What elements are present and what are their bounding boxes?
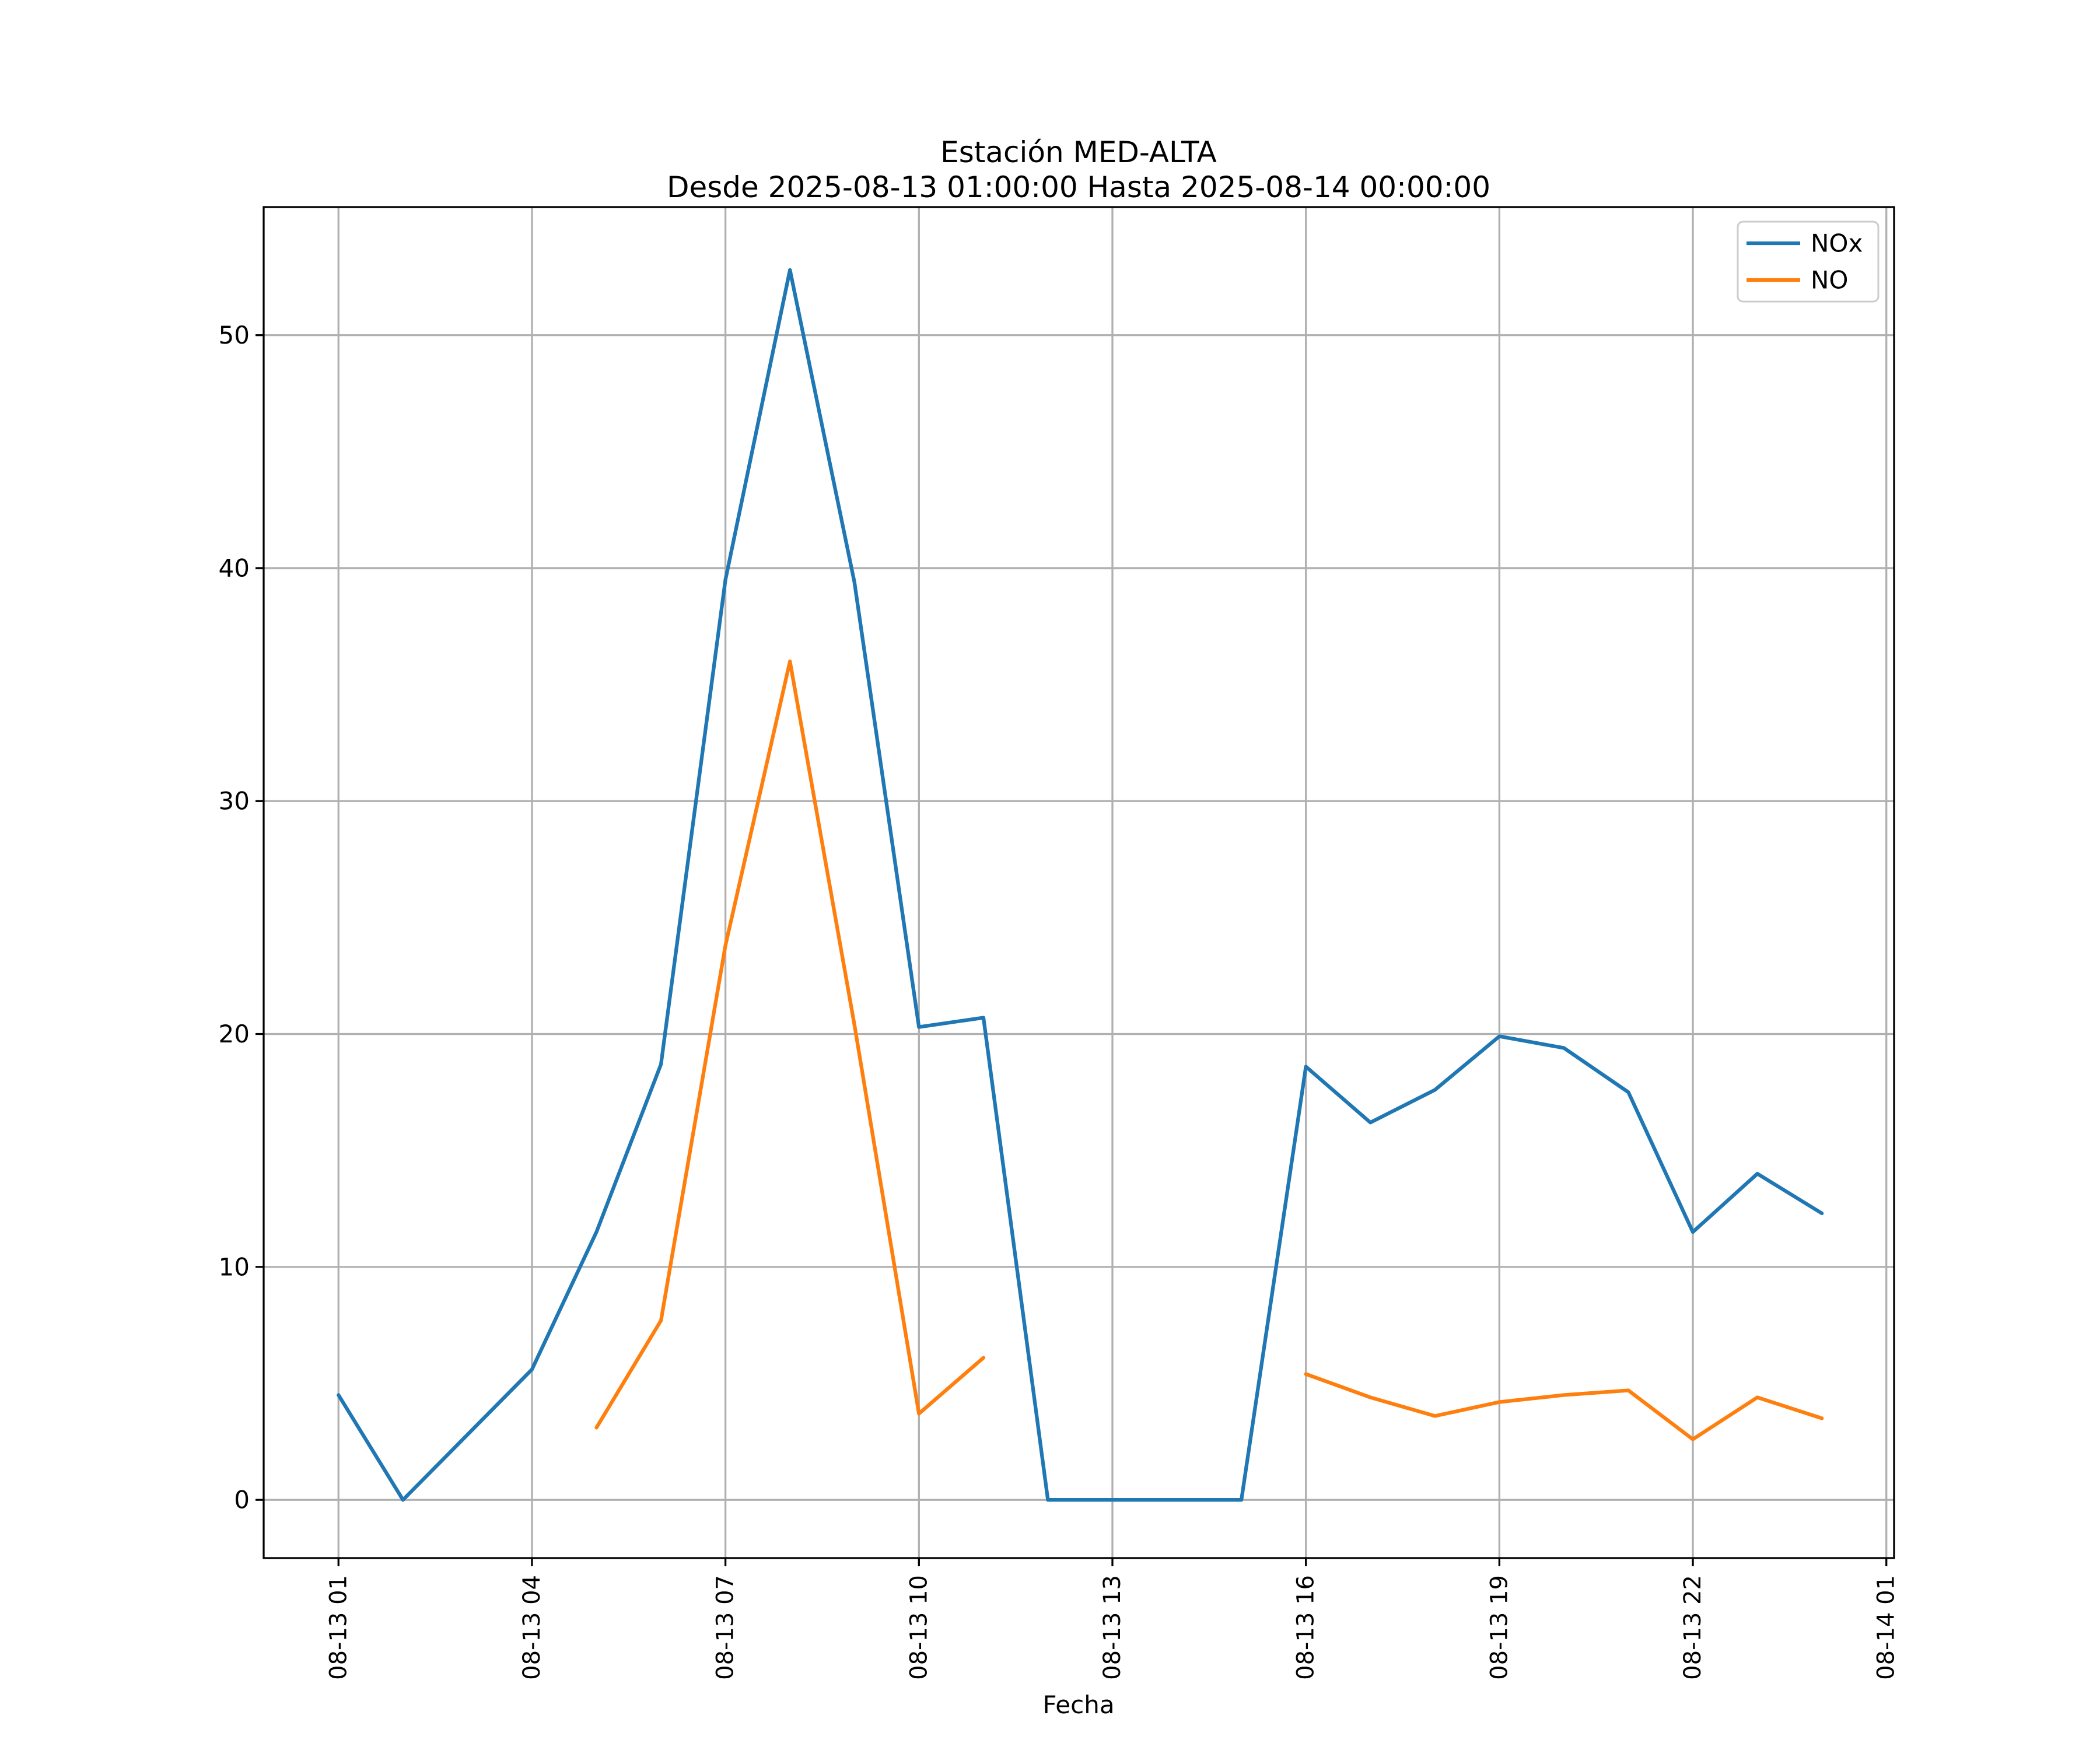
x-tick-label: 08-13 10 xyxy=(905,1575,932,1680)
series-line-no xyxy=(594,659,986,1430)
x-tick-label: 08-13 19 xyxy=(1486,1575,1513,1680)
x-tick-label: 08-14 01 xyxy=(1873,1575,1900,1680)
y-tick-labels: 0 10 20 30 40 50 xyxy=(219,321,250,1514)
y-tick-label: 20 xyxy=(219,1020,250,1048)
x-tick-label: 08-13 01 xyxy=(325,1575,352,1680)
x-tick-label: 08-13 22 xyxy=(1679,1575,1706,1680)
x-tick-label: 08-13 13 xyxy=(1099,1575,1126,1680)
x-axis-label: Fecha xyxy=(1042,1690,1114,1719)
y-tick-label: 30 xyxy=(219,787,250,816)
y-tick-label: 0 xyxy=(234,1486,250,1514)
x-tick-label: 08-13 07 xyxy=(712,1575,739,1680)
x-tick-label: 08-13 16 xyxy=(1293,1575,1320,1680)
chart-subtitle: Desde 2025-08-13 01:00:00 Hasta 2025-08-… xyxy=(667,170,1490,204)
x-tick-labels: 08-13 01 08-13 04 08-13 07 08-13 10 08-13 13… xyxy=(325,1575,1899,1680)
axis-ticks xyxy=(256,334,1888,1566)
data-series xyxy=(337,268,1824,1502)
legend-label-nox: NOx xyxy=(1811,229,1863,258)
y-tick-label: 50 xyxy=(219,321,250,349)
series-line-nox xyxy=(337,268,1824,1502)
legend: NOx NO xyxy=(1737,220,1880,303)
chart-title: Estación MED-ALTA xyxy=(940,135,1217,169)
y-tick-label: 10 xyxy=(219,1252,250,1281)
y-tick-label: 40 xyxy=(219,554,250,582)
legend-label-no: NO xyxy=(1811,266,1848,295)
x-tick-label: 08-13 04 xyxy=(519,1575,545,1680)
series-line-no xyxy=(1304,1372,1824,1441)
plot-area-spines xyxy=(262,206,1895,1559)
